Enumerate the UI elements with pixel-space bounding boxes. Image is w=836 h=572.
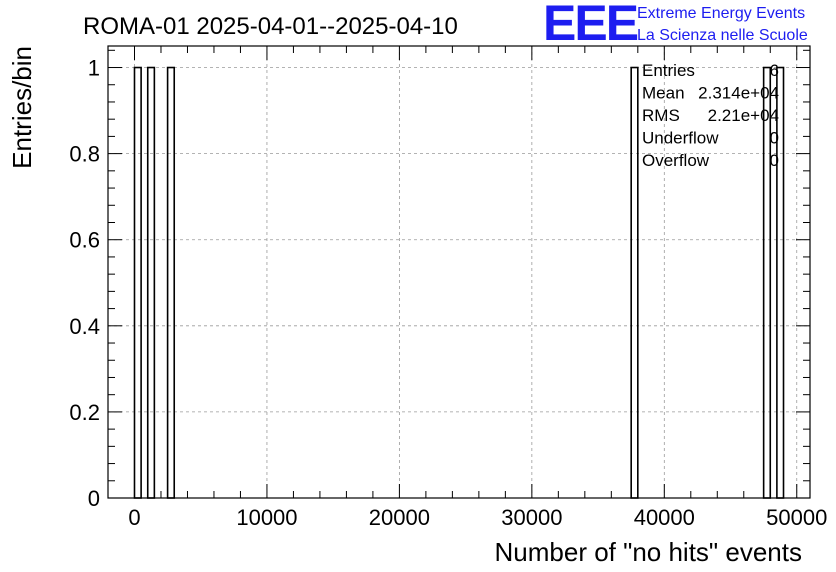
x-tick-label: 0: [128, 505, 140, 530]
chart-title: ROMA-01 2025-04-01--2025-04-10: [83, 13, 458, 40]
eee-logo: EEE Extreme Energy Events La Scienza nel…: [543, 0, 808, 51]
x-tick-label: 40000: [634, 505, 695, 530]
y-tick-label: 0.4: [69, 314, 100, 339]
stats-label: Entries: [642, 61, 695, 80]
histogram-bar: [133, 66, 142, 499]
axis-ticks: [107, 46, 810, 499]
stats-value: 2.314e+04: [698, 84, 779, 103]
stats-box: Entries 6 Mean 2.314e+04 RMS 2.21e+04 Underflo…: [642, 61, 779, 170]
x-tick-label: 30000: [501, 505, 562, 530]
histogram-bar: [630, 66, 639, 499]
stats-value: 2.21e+04: [708, 106, 779, 125]
stats-value: 0: [770, 151, 779, 170]
x-tick-label: 20000: [369, 505, 430, 530]
stats-label: Overflow: [642, 151, 710, 170]
plot-frame: [107, 45, 811, 499]
x-tick-label: 50000: [766, 505, 827, 530]
logo-mark: EEE: [543, 0, 638, 51]
grid-lines: [108, 46, 810, 499]
y-tick-label: 0.6: [69, 228, 100, 253]
x-axis-label: Number of "no hits" events: [495, 537, 803, 567]
y-tick-label: 1: [88, 56, 100, 81]
stats-label: Underflow: [642, 129, 719, 148]
stats-value: 0: [770, 129, 779, 148]
logo-line-1: Extreme Energy Events: [637, 5, 805, 22]
y-tick-label: 0.8: [69, 142, 100, 167]
tick-labels: 0 10000 20000 30000 40000 50000 0 0.2 0.4 0.6 0.8 1: [69, 56, 827, 530]
y-axis-label: Entries/bin: [7, 46, 37, 169]
y-tick-label: 0.2: [69, 400, 100, 425]
x-tick-label: 10000: [236, 505, 297, 530]
y-tick-label: 0: [88, 486, 100, 511]
stats-label: RMS: [642, 106, 680, 125]
stats-label: Mean: [642, 84, 685, 103]
histogram-bar: [166, 66, 176, 499]
histogram-bar: [146, 66, 156, 499]
stats-value: 6: [770, 61, 779, 80]
logo-line-2: La Scienza nelle Scuole: [637, 27, 808, 44]
